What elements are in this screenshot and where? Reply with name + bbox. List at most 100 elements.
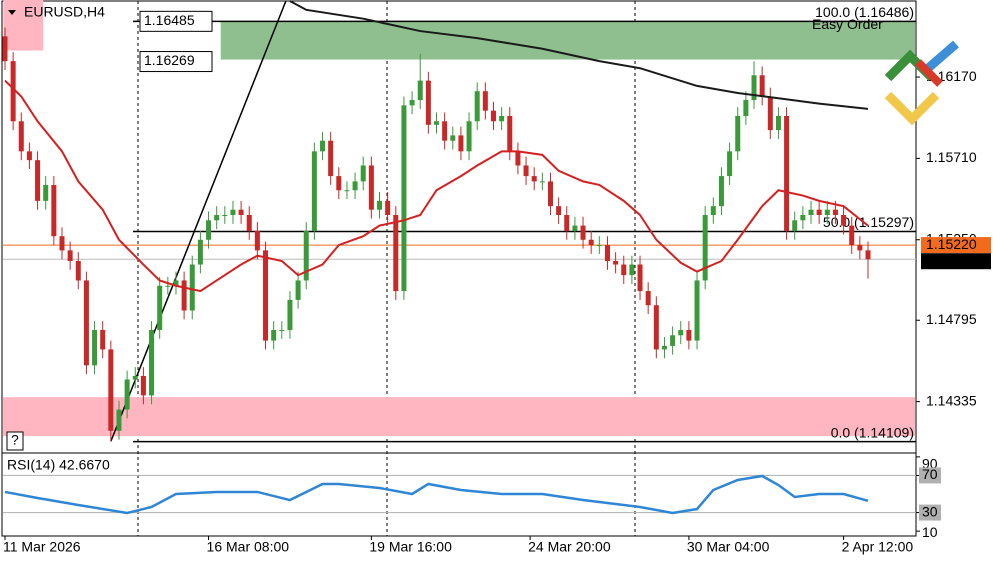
rsi-tick-label: 70	[922, 466, 938, 482]
candle-body	[352, 181, 358, 191]
candle-body	[767, 96, 773, 131]
candle-body	[499, 115, 505, 122]
moving-average	[4, 79, 869, 293]
candle-body	[442, 121, 448, 141]
candle-body	[173, 280, 179, 286]
candle-body	[328, 140, 334, 177]
candle-body	[547, 181, 553, 207]
candle-body	[271, 329, 277, 341]
annotation: Easy Order	[812, 16, 883, 32]
candle-body	[385, 200, 391, 216]
candle-body	[580, 225, 586, 240]
candle-body	[466, 121, 472, 152]
candle-body	[572, 225, 578, 231]
candle-body	[59, 236, 65, 251]
candle-body	[849, 225, 855, 246]
candle-body	[841, 215, 847, 226]
candle-body	[735, 115, 741, 152]
candle-body	[482, 91, 488, 111]
candle-body	[800, 215, 806, 221]
candle-body	[653, 305, 659, 350]
candle-body	[604, 245, 610, 261]
candle-body	[694, 280, 700, 341]
zone	[220, 21, 915, 60]
candle-body	[686, 329, 692, 341]
candle-body	[824, 209, 830, 216]
candle-body	[75, 260, 81, 281]
candle-body	[336, 176, 342, 191]
candle-body	[254, 230, 260, 251]
level-box	[139, 51, 213, 73]
candle-body	[401, 105, 407, 292]
rsi-tick-box	[919, 504, 941, 521]
x-tick-label: 11 Mar 2026	[3, 539, 81, 555]
candle-body	[621, 264, 627, 276]
candle-body	[865, 250, 871, 260]
candle-body	[775, 115, 781, 131]
price-tag-label: 1.15140	[926, 252, 977, 268]
logo	[884, 40, 959, 126]
candle-body	[523, 165, 529, 177]
candle-body	[759, 75, 765, 97]
frame	[1, 0, 917, 537]
candle-body	[450, 135, 456, 141]
x-tick-label: 16 Mar 08:00	[207, 539, 290, 555]
candle-body	[515, 151, 521, 166]
candle-body	[393, 215, 399, 292]
logo-red	[915, 59, 943, 87]
candle-body	[344, 190, 350, 192]
candle-body	[100, 329, 106, 350]
candle-body	[157, 285, 163, 330]
candle-body	[670, 335, 676, 346]
candle-body	[377, 200, 383, 210]
candle-body	[490, 110, 496, 122]
candle-body	[124, 379, 130, 410]
candle-body	[596, 245, 602, 247]
candle-body	[18, 121, 24, 152]
candle-body	[629, 264, 635, 276]
candle-body	[678, 329, 684, 336]
candle-body	[784, 115, 790, 231]
zone	[3, 0, 44, 51]
logo-yellow	[884, 91, 940, 126]
candle-body	[474, 91, 480, 122]
candle-body	[360, 165, 366, 182]
level-box	[139, 10, 213, 32]
candle-body	[564, 215, 570, 231]
candle-body	[108, 349, 114, 431]
candle-body	[230, 209, 236, 216]
fib-label: 50.0 (1.15297)	[823, 214, 914, 230]
candle-body	[645, 291, 651, 306]
candle-body	[246, 215, 252, 231]
candle-body	[539, 181, 545, 183]
candle-body	[116, 409, 122, 431]
candle-body	[165, 285, 171, 287]
candle-body	[409, 100, 415, 106]
candle-body	[588, 239, 594, 246]
candle-body	[556, 206, 562, 216]
candle-body	[67, 250, 73, 261]
candle-body	[507, 115, 513, 152]
rsi-line	[4, 474, 869, 515]
candle-body	[808, 209, 814, 216]
rsi-tick-label: 10	[922, 524, 938, 540]
candle-body	[263, 250, 269, 341]
rsi-tick-box	[919, 467, 941, 484]
candle-body	[92, 329, 98, 366]
candle-body	[83, 280, 89, 366]
y-tick-label: 1.15710	[926, 149, 977, 165]
candle-body	[743, 100, 749, 116]
candle-body	[311, 151, 317, 231]
candle-body	[295, 280, 301, 300]
fib-label: 0.0 (1.14109)	[831, 424, 914, 440]
candle-body	[10, 61, 16, 122]
x-tick-label: 24 Mar 20:00	[528, 539, 611, 555]
y-tick-label: 1.14335	[926, 392, 977, 408]
candle-body	[857, 245, 863, 251]
price-tag-label: 1.15220	[926, 236, 977, 252]
candle-body	[132, 375, 138, 380]
level-label: 1.16485	[144, 12, 195, 28]
candle-body	[43, 184, 49, 201]
